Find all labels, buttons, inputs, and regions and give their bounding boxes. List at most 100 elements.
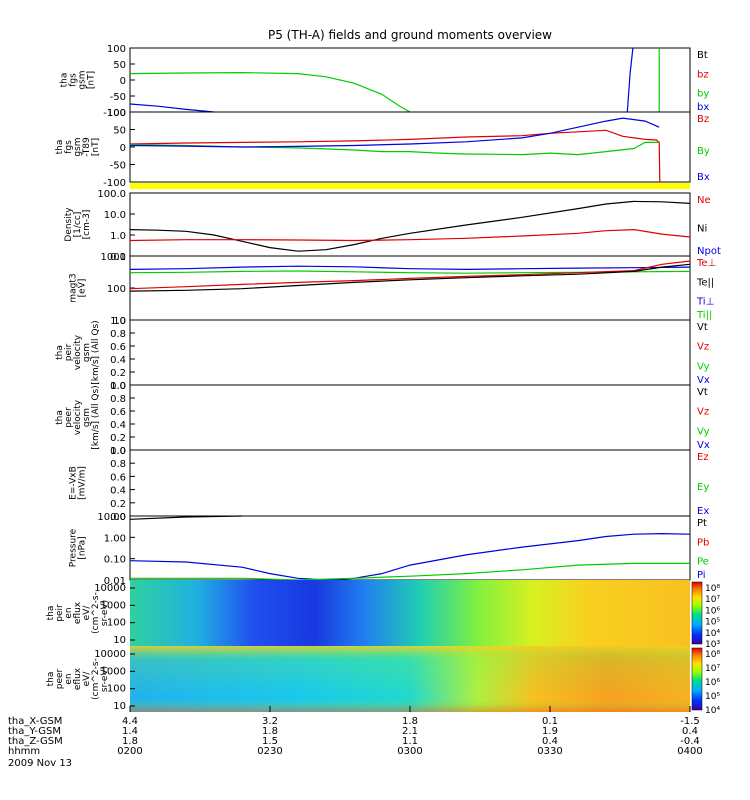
y-axis-label: tha: [46, 672, 56, 687]
series-Bx: [129, 117, 660, 148]
y-axis-label: eflux: [73, 667, 83, 690]
y-axis-label: peer: [64, 407, 74, 428]
y-gsm-value: 1.8: [262, 726, 278, 737]
legend-item: Ti||: [696, 310, 712, 321]
y-tick-label: 1.0: [110, 381, 126, 392]
y-tick-label: 1.0: [110, 231, 126, 242]
y-tick-label: 1.00: [104, 533, 126, 544]
x-row-label: tha_Z-GSM: [8, 736, 63, 747]
legend-item: Te⊥: [696, 258, 716, 269]
time-label: 0230: [257, 746, 282, 757]
y-axis-label: -T89: [82, 137, 92, 157]
y-axis-label: gsm: [73, 137, 83, 156]
colorbar-label: 10⁴: [705, 629, 720, 639]
legend-item: Pt: [697, 518, 707, 529]
x-gsm-value: 0.1: [542, 716, 558, 727]
y-tick-label: 0.8: [110, 394, 126, 405]
y-axis-label: tha: [55, 140, 65, 155]
legend-item: Ez: [697, 452, 709, 463]
y-tick-label: 1000: [101, 252, 126, 263]
y-tick-label: 1000: [101, 666, 126, 677]
colorbar-label: 10⁶: [705, 606, 720, 616]
legend-item: Vy: [697, 361, 710, 372]
legend-item: Pi: [697, 570, 706, 581]
series-Bz: [129, 129, 661, 183]
y-axis-label: (cm^2-s-: [91, 658, 101, 700]
panel-fgs: 100 50 0 -50 -100 tha fgs gsm [nT] Bt bz by bx: [60, 44, 710, 119]
legend-item: By: [697, 146, 710, 157]
y-tick-label: 0.01: [104, 576, 126, 587]
y-axis-label: E=-VxB: [69, 466, 79, 500]
legend-item: Vt: [697, 387, 708, 398]
y-tick-label: -100: [103, 178, 126, 189]
colorbar-label: 10⁷: [705, 664, 720, 674]
colorbar-label: 10⁷: [705, 595, 720, 605]
y-tick-label: 0.0: [110, 446, 126, 457]
y-gsm-value: 2.1: [402, 726, 418, 737]
y-tick-label: 0.0: [110, 381, 126, 392]
time-label: 0330: [537, 746, 562, 757]
x-row-label: tha_Y-GSM: [8, 726, 61, 737]
y-tick-label: 10.0: [104, 210, 126, 221]
series-Pe: [130, 562, 690, 581]
y-tick-label: 10000: [94, 583, 126, 594]
series-Ti⊥: [129, 265, 691, 271]
series-Te||: [129, 263, 691, 292]
colorbar-label: 10⁴: [705, 706, 720, 716]
y-axis-label: sr-eV): [100, 666, 110, 692]
legend-item: Ex: [697, 506, 709, 517]
y-tick-label: 10: [113, 701, 126, 712]
panel-peir_vel: 1.0 0.8 0.6 0.4 0.2 0.0 tha peir velocity gsm [km/…: [55, 316, 710, 392]
y-axis-label: fgs: [69, 73, 79, 87]
y-tick-label: 0.6: [110, 342, 126, 353]
y-tick-label: 0.2: [110, 499, 126, 510]
y-axis-label: [nPa]: [78, 536, 88, 559]
colorbar-label: 10⁶: [705, 678, 720, 688]
z-gsm-value: 1.1: [402, 736, 418, 747]
y-tick-label: 0: [120, 143, 126, 154]
panel-frame: [129, 255, 691, 321]
legend-item: Npot: [697, 246, 721, 257]
panel-efield: 1.0 0.8 0.6 0.4 0.2 0.0 E=-VxB [mV/m] Ez Ey Ex: [69, 446, 710, 523]
y-axis-label: en: [64, 607, 74, 618]
y-axis-label: [km/s] (All Qs): [91, 385, 101, 449]
legend-item: Pb: [697, 537, 709, 548]
series-Pt: [129, 515, 243, 520]
y-axis-label: velocity: [73, 399, 83, 435]
colorbar-label: 10⁸: [705, 650, 720, 660]
x-gsm-value: -1.5: [680, 716, 700, 727]
y-tick-label: 100: [107, 684, 126, 695]
y-tick-label: 100: [107, 284, 126, 295]
series-Ne: [129, 228, 691, 242]
panel-peer_spec: 10⁸ 10⁷ 10⁶ 10⁵ 10⁴ 10000 1000 100 10 tha peer en ef…: [46, 646, 720, 716]
y-axis-label: [1/cc]: [73, 212, 83, 238]
legend-item: Te||: [696, 277, 714, 288]
y-tick-label: -50: [110, 161, 126, 172]
y-tick-label: 0.4: [110, 355, 126, 366]
colorbar-peer_spec: [691, 647, 703, 711]
legend-item: Vz: [697, 407, 709, 418]
panel-magt3: 1000 100 10 magt3 [eV] Te⊥ Te|| Ti⊥ Ti||: [69, 252, 717, 327]
legend-item: by: [697, 89, 709, 100]
series-Te⊥: [129, 260, 691, 290]
panel-frame: [129, 47, 691, 113]
legend-item: Vz: [697, 342, 709, 353]
y-tick-label: 1.0: [110, 446, 126, 457]
x-gsm-value: 1.8: [402, 716, 418, 727]
time-label: 0300: [397, 746, 422, 757]
y-tick-label: 100.0: [97, 189, 126, 200]
y-axis-label: eV/: [82, 671, 92, 687]
z-gsm-value: 0.4: [542, 736, 558, 747]
y-axis-label: Density: [64, 207, 74, 242]
legend-item: Ni: [697, 224, 707, 235]
y-tick-label: 10: [113, 316, 126, 327]
y-axis-label: gsm: [82, 408, 92, 427]
panel-frame: [129, 515, 691, 581]
y-axis-label: peer: [55, 668, 65, 689]
y-axis-label: peir: [64, 343, 74, 361]
y-tick-label: 0.4: [110, 420, 126, 431]
legend-item: Ne: [697, 195, 711, 206]
x-gsm-value: 4.4: [122, 716, 138, 727]
series-Pi: [129, 532, 691, 581]
y-gsm-value: 1.9: [542, 726, 558, 737]
